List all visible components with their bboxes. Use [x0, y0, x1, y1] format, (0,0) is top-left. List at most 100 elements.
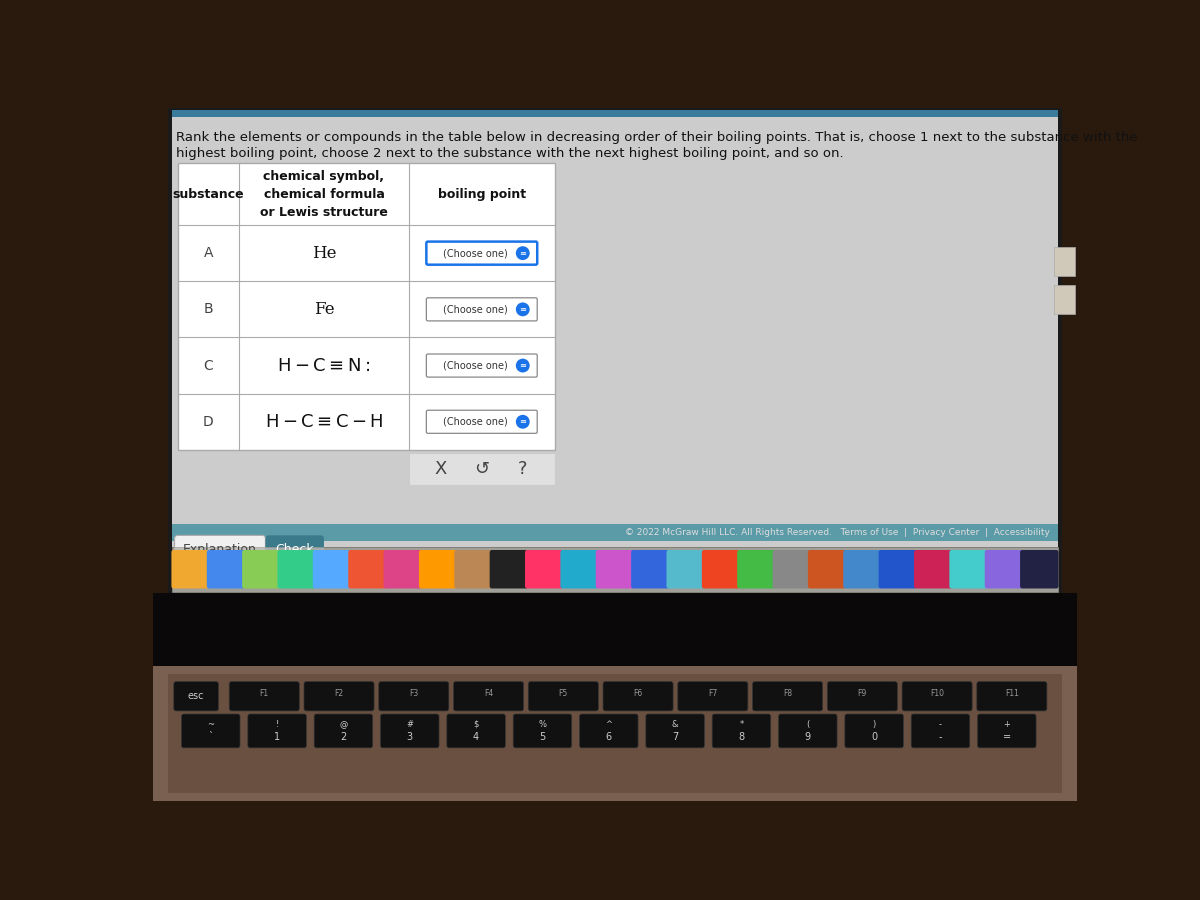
Text: @: @ — [340, 720, 348, 729]
Text: -: - — [938, 733, 942, 742]
Text: ≡: ≡ — [520, 305, 527, 314]
Text: =: = — [1003, 733, 1010, 742]
Text: $\mathsf{H-C{\equiv}N:}$: $\mathsf{H-C{\equiv}N:}$ — [277, 356, 371, 374]
Text: substance: substance — [173, 188, 245, 201]
Text: 7: 7 — [672, 733, 678, 742]
FancyBboxPatch shape — [206, 550, 245, 589]
Circle shape — [516, 358, 529, 373]
Text: `: ` — [209, 733, 214, 742]
FancyBboxPatch shape — [426, 410, 538, 433]
Text: (Choose one): (Choose one) — [443, 417, 508, 427]
Text: +: + — [1003, 720, 1010, 729]
Text: F3: F3 — [409, 688, 419, 698]
Bar — [168, 674, 1062, 793]
FancyBboxPatch shape — [977, 681, 1046, 711]
Text: F2: F2 — [335, 688, 343, 698]
FancyBboxPatch shape — [490, 550, 528, 589]
FancyBboxPatch shape — [314, 714, 373, 748]
Text: F8: F8 — [784, 688, 792, 698]
FancyBboxPatch shape — [313, 550, 352, 589]
Text: D: D — [203, 415, 214, 428]
FancyBboxPatch shape — [631, 550, 670, 589]
Text: ≡: ≡ — [520, 361, 527, 370]
FancyBboxPatch shape — [174, 681, 218, 711]
FancyBboxPatch shape — [595, 550, 635, 589]
FancyBboxPatch shape — [779, 714, 838, 748]
Text: %: % — [539, 720, 546, 729]
Text: (Choose one): (Choose one) — [443, 361, 508, 371]
Text: *: * — [739, 720, 744, 729]
FancyBboxPatch shape — [229, 681, 299, 711]
FancyBboxPatch shape — [277, 550, 316, 589]
Text: (Choose one): (Choose one) — [443, 248, 508, 258]
Bar — [173, 524, 1057, 541]
FancyBboxPatch shape — [712, 714, 770, 748]
FancyBboxPatch shape — [514, 714, 571, 748]
FancyBboxPatch shape — [304, 681, 374, 711]
FancyBboxPatch shape — [181, 714, 240, 748]
FancyBboxPatch shape — [426, 298, 538, 321]
Text: 1: 1 — [274, 733, 280, 742]
Text: F1: F1 — [259, 688, 269, 698]
Text: Fe: Fe — [313, 301, 335, 318]
FancyBboxPatch shape — [911, 714, 970, 748]
Text: F4: F4 — [484, 688, 493, 698]
Text: A: A — [204, 246, 214, 260]
Text: -: - — [938, 720, 942, 729]
Bar — [178, 164, 554, 450]
Text: F9: F9 — [858, 688, 866, 698]
Text: ~: ~ — [208, 720, 215, 729]
Text: Rank the elements or compounds in the table below in decreasing order of their b: Rank the elements or compounds in the ta… — [176, 131, 1138, 144]
FancyBboxPatch shape — [702, 550, 740, 589]
Text: highest boiling point, choose 2 next to the substance with the next highest boil: highest boiling point, choose 2 next to … — [176, 147, 844, 159]
Circle shape — [516, 247, 529, 260]
Text: 0: 0 — [871, 733, 877, 742]
Bar — [154, 666, 1078, 801]
Text: 2: 2 — [341, 733, 347, 742]
FancyBboxPatch shape — [380, 714, 439, 748]
Text: He: He — [312, 245, 336, 262]
Bar — [409, 453, 554, 485]
Text: F11: F11 — [1004, 688, 1019, 698]
Circle shape — [516, 302, 529, 316]
FancyBboxPatch shape — [646, 714, 704, 748]
FancyBboxPatch shape — [666, 550, 704, 589]
Text: #: # — [407, 720, 413, 729]
FancyBboxPatch shape — [455, 550, 493, 589]
FancyBboxPatch shape — [265, 536, 324, 564]
FancyBboxPatch shape — [752, 681, 823, 711]
Text: Check: Check — [275, 544, 314, 556]
FancyBboxPatch shape — [248, 714, 306, 748]
Text: $: $ — [474, 720, 479, 729]
Text: C: C — [204, 358, 214, 373]
FancyBboxPatch shape — [845, 714, 904, 748]
Bar — [173, 110, 1057, 117]
FancyBboxPatch shape — [174, 536, 265, 564]
FancyBboxPatch shape — [827, 681, 898, 711]
Text: esc: esc — [188, 691, 204, 701]
FancyBboxPatch shape — [844, 550, 882, 589]
FancyBboxPatch shape — [560, 550, 599, 589]
Text: boiling point: boiling point — [438, 188, 526, 201]
FancyBboxPatch shape — [348, 550, 386, 589]
Bar — [154, 593, 1078, 666]
Text: 4: 4 — [473, 733, 479, 742]
Text: ?: ? — [518, 460, 528, 478]
Text: !: ! — [276, 720, 278, 729]
FancyBboxPatch shape — [878, 550, 917, 589]
Bar — [173, 110, 1057, 547]
FancyBboxPatch shape — [678, 681, 748, 711]
FancyBboxPatch shape — [949, 550, 988, 589]
FancyBboxPatch shape — [242, 550, 281, 589]
FancyBboxPatch shape — [528, 681, 599, 711]
FancyBboxPatch shape — [384, 550, 422, 589]
Bar — [1054, 285, 1075, 314]
FancyBboxPatch shape — [737, 550, 775, 589]
Text: (Choose one): (Choose one) — [443, 304, 508, 314]
Text: 5: 5 — [539, 733, 546, 742]
Text: chemical symbol,
chemical formula
or Lewis structure: chemical symbol, chemical formula or Lew… — [260, 170, 388, 219]
FancyBboxPatch shape — [419, 550, 457, 589]
Text: F7: F7 — [708, 688, 718, 698]
Text: F5: F5 — [559, 688, 568, 698]
Text: ≡: ≡ — [520, 418, 527, 427]
